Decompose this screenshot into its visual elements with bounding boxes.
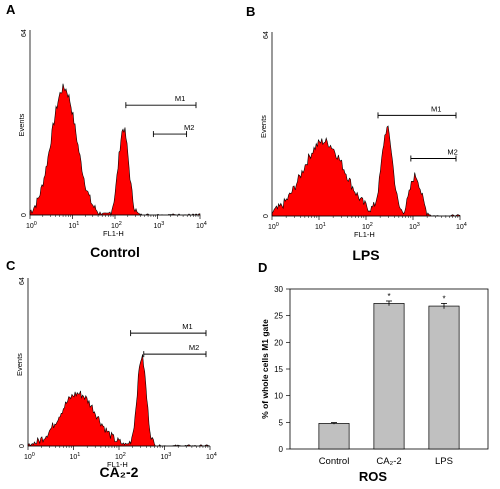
x-tick-base: 10 — [456, 224, 464, 231]
x-tick-exponent: 1 — [76, 221, 79, 227]
x-tick-label: 100 — [26, 221, 37, 230]
x-tick-label: 100 — [268, 222, 279, 231]
x-tick-base: 10 — [362, 224, 370, 231]
x-tick-label: 103 — [154, 221, 165, 230]
significance-mark: * — [387, 292, 390, 301]
gate-label: M2 — [184, 123, 194, 132]
x-tick-exponent: 2 — [370, 222, 373, 228]
category-label: Control — [319, 456, 350, 467]
y-tick-label: 30 — [274, 285, 283, 294]
x-tick-base: 10 — [70, 454, 78, 461]
gate-label: M2 — [447, 148, 457, 157]
x-tick-base: 10 — [268, 224, 276, 231]
x-tick-exponent: 0 — [34, 221, 37, 227]
x-tick-label: 104 — [196, 221, 207, 230]
panel-caption: CA₂-2 — [100, 464, 139, 480]
x-axis-label: FL1-H — [103, 229, 124, 238]
histogram-area — [27, 354, 210, 447]
y-axis-label: % of whole cells M1 gate — [260, 319, 270, 419]
y-tick-label: 0 — [21, 213, 28, 217]
x-axis-label: FL1-H — [354, 230, 375, 239]
x-tick-exponent: 0 — [32, 452, 35, 458]
y-tick-label: 25 — [274, 312, 283, 321]
panel-letter: A — [6, 2, 16, 17]
y-axis-label: Events — [17, 113, 26, 136]
x-tick-base: 10 — [409, 224, 417, 231]
significance-mark: * — [442, 294, 445, 303]
x-axis-label: ROS — [359, 469, 388, 484]
x-tick-base: 10 — [115, 454, 123, 461]
x-tick-base: 10 — [161, 454, 169, 461]
x-tick-exponent: 3 — [168, 452, 171, 458]
x-tick-label: 101 — [69, 221, 80, 230]
bar — [318, 423, 350, 450]
y-tick-label: 5 — [279, 418, 284, 427]
bar — [373, 303, 405, 450]
y-axis-label: Events — [15, 353, 24, 376]
x-tick-label: 101 — [70, 452, 81, 461]
bar-panel-d: D 0 5 10 15 20 25 30 Control * CA₂-2 * LPS % of whole… — [258, 260, 489, 484]
y-tick-label: 20 — [274, 338, 283, 347]
y-tick-label: 0 — [19, 444, 26, 448]
x-tick-label: 100 — [24, 452, 35, 461]
x-tick-exponent: 3 — [417, 222, 420, 228]
y-tick-label: 10 — [274, 392, 283, 401]
x-tick-base: 10 — [154, 223, 162, 230]
panel-letter: C — [6, 258, 16, 273]
x-tick-exponent: 4 — [214, 452, 217, 458]
panel-caption: Control — [90, 244, 140, 260]
x-axis-label: FL1-H — [107, 460, 128, 469]
y-tick-label: 15 — [274, 365, 283, 374]
x-tick-exponent: 2 — [119, 221, 122, 227]
histogram-area — [29, 83, 201, 217]
y-tick-label: 64 — [19, 277, 26, 285]
y-axis-label: Events — [259, 115, 268, 138]
gate-label: M1 — [431, 104, 441, 113]
x-tick-exponent: 3 — [161, 221, 164, 227]
y-tick-label: 0 — [279, 445, 284, 454]
x-tick-exponent: 2 — [123, 452, 126, 458]
x-tick-exponent: 4 — [464, 222, 467, 228]
x-tick-label: 104 — [206, 452, 217, 461]
x-tick-base: 10 — [196, 223, 204, 230]
x-tick-exponent: 4 — [204, 221, 207, 227]
x-tick-exponent: 1 — [77, 452, 80, 458]
x-tick-exponent: 0 — [276, 222, 279, 228]
x-tick-label: 101 — [315, 222, 326, 231]
histogram-area — [271, 125, 461, 217]
y-tick-label: 64 — [263, 31, 270, 39]
panel-letter: D — [258, 260, 267, 275]
y-tick-label: 64 — [21, 29, 28, 37]
x-tick-base: 10 — [24, 454, 32, 461]
gate-label: M1 — [175, 94, 185, 103]
y-tick-label: 0 — [263, 214, 270, 218]
x-tick-base: 10 — [206, 454, 214, 461]
x-tick-base: 10 — [69, 223, 77, 230]
panel-letter: B — [246, 4, 255, 19]
panel-caption: LPS — [352, 247, 379, 263]
x-tick-base: 10 — [315, 224, 323, 231]
bar — [428, 305, 460, 450]
x-tick-label: 103 — [409, 222, 420, 231]
x-tick-label: 102 — [362, 222, 373, 231]
x-tick-label: 103 — [161, 452, 172, 461]
x-tick-label: 104 — [456, 222, 467, 231]
gate-label: M2 — [189, 343, 199, 352]
x-tick-base: 10 — [111, 223, 119, 230]
x-tick-label: 102 — [111, 221, 122, 230]
x-tick-base: 10 — [26, 223, 34, 230]
category-label: CA₂-2 — [376, 456, 401, 467]
x-tick-exponent: 1 — [323, 222, 326, 228]
x-tick-label: 102 — [115, 452, 126, 461]
gate-label: M1 — [182, 322, 192, 331]
category-label: LPS — [435, 456, 453, 467]
